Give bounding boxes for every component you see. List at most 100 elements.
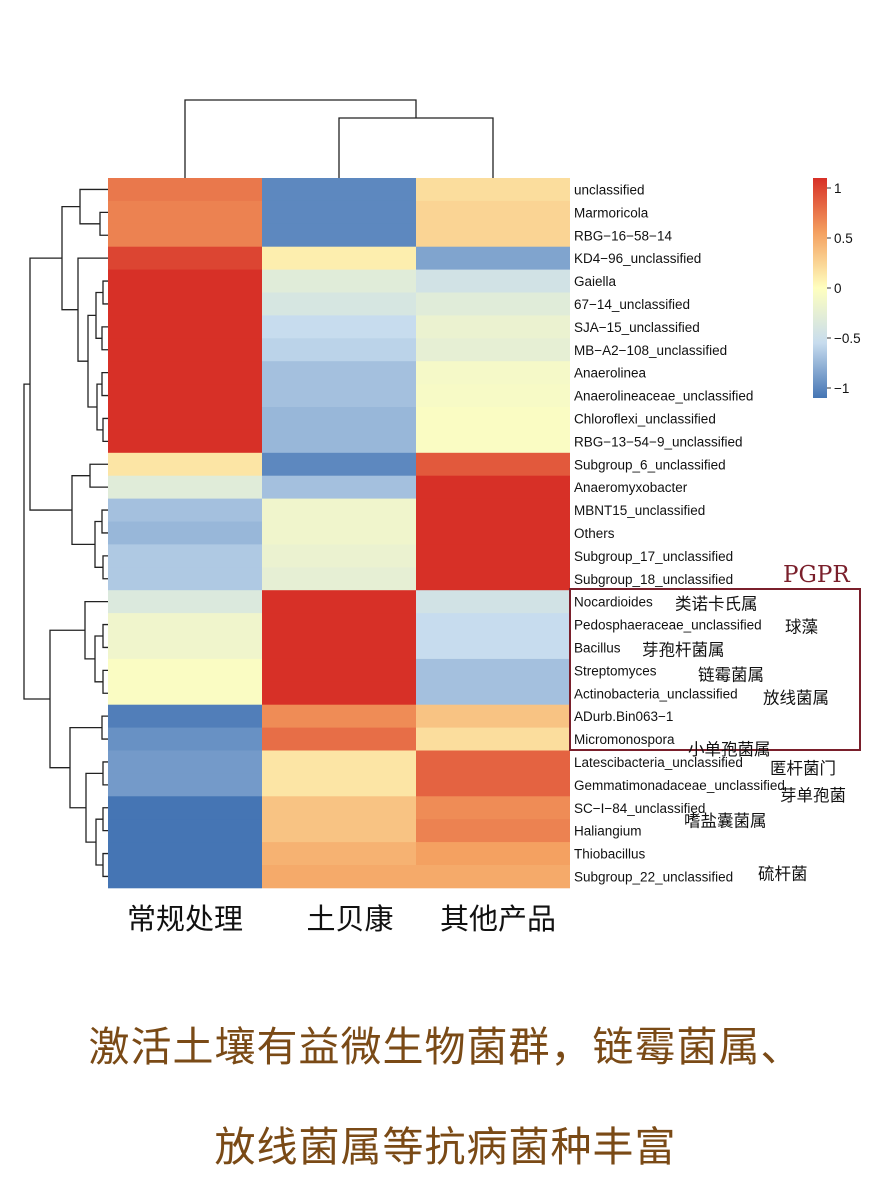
row-label: 67−14_unclassified [574,297,690,312]
row-label: Haliangium [574,824,642,839]
legend-tick-label: −0.5 [834,331,861,346]
heatmap-cell [262,521,416,545]
heatmap-cell [108,407,262,431]
row-labels: unclassified Marmoricola RBG−16−58−14 KD4−9… [574,182,785,884]
dendrogram-branch [102,417,108,442]
dendrogram-branch [49,629,85,769]
dendrogram-branch [102,623,108,649]
heatmap-cell [262,407,416,431]
dendrogram-branch [102,761,108,786]
heatmap-cell [416,246,570,270]
annotation-label: 小单孢菌属 [688,740,771,759]
heatmap-cell [416,292,570,316]
column-label: 常规处理 [127,902,243,936]
heatmap-cell [416,681,570,706]
heatmap-cell [262,200,416,225]
row-label: Bacillus [574,640,621,655]
column-label: 土贝康 [306,902,393,936]
heatmap-cell [262,338,416,362]
heatmap-cell [416,200,570,225]
heatmap-cell [416,658,570,683]
dendrogram-branch [99,211,108,236]
row-label: Pedosphaeraceae_unclassified [574,618,762,633]
row-label: Subgroup_6_unclassified [574,457,726,472]
legend-tick-label: 1 [834,181,842,196]
dendrogram-branch [29,257,72,511]
heatmap-cell [108,796,262,820]
dendrogram-branch [101,509,108,534]
dendrogram-branch [94,635,103,683]
heatmap-cell [262,819,416,843]
row-label: Subgroup_17_unclassified [574,549,733,564]
heatmap-cell [262,544,416,568]
heatmap-cell [262,842,416,866]
annotation-label: 硫杆菌 [758,864,808,883]
heatmap-cell [416,384,570,408]
row-label: Chloroflexi_unclassified [574,411,716,426]
annotation-label: 球藻 [785,618,819,637]
heatmap-cell [108,865,262,889]
heatmap-cell [416,727,570,751]
heatmap-cell [108,269,262,293]
heatmap-cell [416,223,570,248]
dendrogram-branch [102,669,108,694]
heatmap-cell [262,475,416,499]
caption-line-2: 放线菌属等抗病菌种丰富 [214,1123,677,1171]
legend-colorbar [813,178,827,398]
annotations: PGPR 类诺卡氏属球藻芽孢杆菌属链霉菌属放线菌属小单孢菌属匿杆菌门芽单孢菌嗜盐囊… [569,562,861,883]
heatmap-cell [108,590,262,614]
heatmap-cell [416,498,570,522]
row-label: ADurb.Bin063−1 [574,709,673,724]
heatmap-cell [262,704,416,728]
row-label: Actinobacteria_unclassified [574,686,738,701]
heatmap-cell [108,361,262,385]
row-label: Anaeromyxobacter [574,480,688,495]
heatmap-cell [262,178,416,202]
pgpr-box [569,588,861,751]
dendrogram-branch [102,807,108,832]
row-label: Anaerolinea [574,366,647,381]
heatmap-cell [262,429,416,454]
dendrogram-branch [61,205,80,311]
dendrogram-branch [101,372,108,397]
heatmap-cell [262,590,416,614]
row-label: Nocardioides [574,595,653,610]
heatmap-cell [416,178,570,202]
heatmap-cell [108,475,262,499]
heatmap-cell [108,842,262,866]
heatmap-cell [416,567,570,591]
dendrogram-branch [184,99,417,178]
heatmap-cell [262,681,416,706]
heatmap-cell [108,223,262,248]
row-label: KD4−96_unclassified [574,251,701,266]
heatmap-cell [262,246,416,270]
heatmap-cell [416,796,570,820]
annotation-label: 嗜盐囊菌属 [684,812,767,831]
row-label: Thiobacillus [574,847,646,862]
heatmap-cell [262,384,416,408]
heatmap-cell [416,521,570,545]
row-label: Micromonospora [574,732,675,747]
heatmap-cell [416,269,570,293]
heatmap-cell [416,636,570,660]
heatmap-cell [416,750,570,774]
row-label: SC−I−84_unclassified [574,801,705,816]
heatmap-cell [416,865,570,889]
row-label: Subgroup_22_unclassified [574,869,733,884]
heatmap-cell [262,223,416,248]
heatmap-cell [262,773,416,797]
heatmap-cell [108,658,262,683]
heatmap-cell [108,544,262,568]
heatmap-cell [416,429,570,454]
dendrogram-branch [85,772,103,843]
heatmap-cell [108,704,262,728]
heatmap-cell [262,498,416,522]
heatmap-cell [416,613,570,637]
annotation-label: 类诺卡氏属 [675,595,758,614]
legend-tick-label: 0 [834,281,842,296]
legend-tick-label: 0.5 [834,231,853,246]
row-label: Latescibacteria_unclassified [574,755,743,770]
annotation-label: 放线菌属 [763,688,829,707]
heatmap-cell [108,498,262,522]
pgpr-label: PGPR [783,562,850,588]
